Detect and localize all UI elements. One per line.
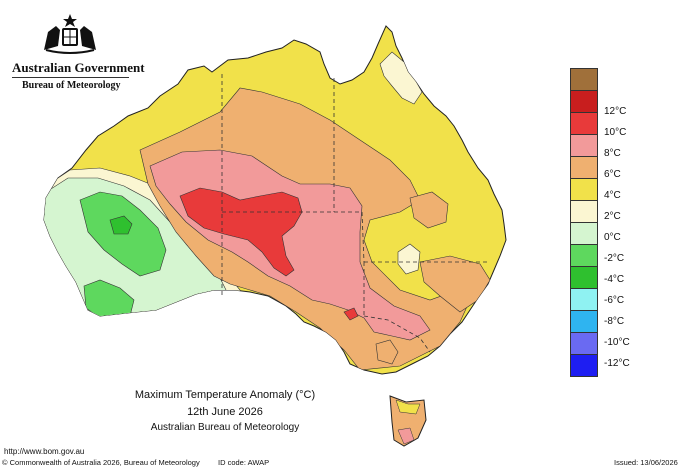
legend-label: 4°C (604, 190, 621, 201)
copyright-text: © Commonwealth of Australia 2026, Bureau… (2, 458, 200, 467)
region-neg4-neg2-south (83, 279, 135, 319)
legend-swatch (570, 201, 598, 223)
legend-label: 8°C (604, 148, 621, 159)
header-divider (12, 77, 129, 78)
legend-label: 12°C (604, 106, 627, 117)
legend-swatch (570, 289, 598, 311)
region-8-10-small (343, 307, 359, 321)
state-borders (221, 74, 490, 353)
legend-swatch (570, 311, 598, 333)
legend-label: -6°C (604, 295, 625, 306)
map-title: Maximum Temperature Anomaly (°C) (134, 389, 316, 401)
tasmania-pink (397, 427, 415, 445)
legend-label: 0°C (604, 232, 621, 243)
bureau-name: Bureau of Meteorology (22, 80, 121, 91)
legend-swatch (570, 91, 598, 113)
legend-swatch (570, 157, 598, 179)
legend-swatch (570, 355, 598, 377)
region-neg6-neg4 (109, 215, 133, 235)
region-8-10 (179, 187, 303, 277)
legend-label: -10°C (604, 337, 630, 348)
legend-swatch (570, 135, 598, 157)
map-source: Australian Bureau of Meteorology (150, 422, 300, 433)
government-title: Australian Government (12, 60, 145, 75)
legend-swatch (570, 68, 598, 91)
legend-swatch (570, 333, 598, 355)
coat-of-arms-icon (44, 14, 96, 54)
issued-date: Issued: 13/06/2026 (614, 458, 678, 467)
region-4-6-east (409, 191, 449, 229)
legend-swatch (570, 267, 598, 289)
legend-swatch (570, 113, 598, 135)
legend-swatch (570, 245, 598, 267)
footer: © Commonwealth of Australia 2026, Bureau… (0, 458, 680, 467)
region-0-2-qld (397, 243, 421, 275)
id-code: ID code: AWAP (218, 458, 270, 467)
legend-label: -12°C (604, 358, 630, 369)
legend-swatch (570, 179, 598, 201)
region-4-6-south (375, 339, 399, 365)
legend-label: 2°C (604, 211, 621, 222)
region-0-2-cape (379, 51, 423, 105)
legend-label: 6°C (604, 169, 621, 180)
color-legend: 12°C 10°C 8°C 6°C 4°C 2°C 0°C -2°C -4°C -6°C -8°C -… (570, 68, 630, 377)
tasmania-yellow (395, 399, 421, 415)
legend-label: -4°C (604, 274, 625, 285)
legend-label: -8°C (604, 316, 625, 327)
legend-label: -2°C (604, 253, 625, 264)
map-date: 12th June 2026 (187, 406, 263, 418)
website-link[interactable]: http://www.bom.gov.au (4, 447, 85, 456)
legend-label: 10°C (604, 127, 627, 138)
legend-swatch (570, 223, 598, 245)
